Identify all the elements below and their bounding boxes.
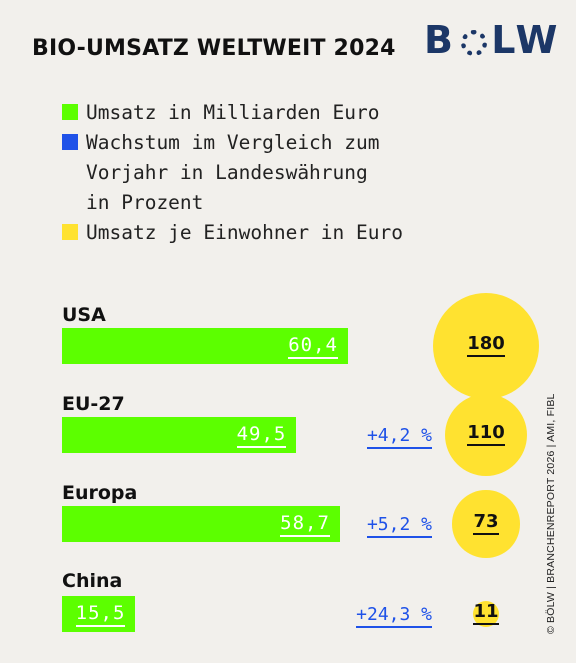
category-label-china: China bbox=[62, 570, 123, 592]
logo-letters-lw: LW bbox=[491, 18, 561, 62]
per-capita-circle-europa: 73 bbox=[452, 490, 520, 558]
per-capita-value-europa: 73 bbox=[473, 512, 499, 535]
revenue-bar-eu-27: 49,5 bbox=[62, 417, 297, 453]
per-capita-circle-china: 11 bbox=[472, 600, 500, 628]
growth-value-eu-27: +4,2 % bbox=[366, 425, 432, 449]
legend-label-per-capita: Umsatz je Einwohner in Euro bbox=[86, 221, 403, 244]
legend-label-revenue: Umsatz in Milliarden Euro bbox=[86, 101, 380, 124]
bolw-logo: BOLW bbox=[424, 18, 560, 62]
logo-star-ring-icon bbox=[460, 30, 487, 56]
legend-swatch-green bbox=[62, 104, 78, 120]
logo-letter-b: B bbox=[424, 18, 456, 62]
source-note: © BÖLW | BRANCHENREPORT 2026 | AMI, FIBL bbox=[545, 393, 557, 634]
growth-value-europa: +5,2 % bbox=[366, 514, 432, 538]
revenue-value-china: 15,5 bbox=[75, 602, 126, 627]
legend-item-revenue: Umsatz in Milliarden Euro bbox=[62, 98, 403, 128]
legend-item-growth: Wachstum im Vergleich zum Vorjahr in Lan… bbox=[62, 128, 403, 218]
revenue-value-europa: 58,7 bbox=[280, 512, 330, 537]
per-capita-value-china: 11 bbox=[473, 602, 499, 625]
legend-label-growth: Wachstum im Vergleich zum Vorjahr in Lan… bbox=[86, 131, 380, 214]
revenue-bar-china: 15,5 bbox=[62, 596, 136, 632]
chart-title: BIO-UMSATZ WELTWEIT 2024 bbox=[32, 36, 396, 61]
legend: Umsatz in Milliarden Euro Wachstum im Ve… bbox=[62, 98, 403, 248]
category-label-europa: Europa bbox=[62, 482, 138, 504]
category-label-usa: USA bbox=[62, 304, 106, 326]
revenue-value-usa: 60,4 bbox=[288, 334, 338, 359]
per-capita-circle-usa: 180 bbox=[433, 293, 539, 399]
revenue-bar-europa: 58,7 bbox=[62, 506, 340, 542]
per-capita-value-usa: 180 bbox=[467, 335, 505, 357]
per-capita-circle-eu-27: 110 bbox=[444, 393, 528, 477]
logo-letter-o: O bbox=[456, 18, 491, 62]
revenue-value-eu-27: 49,5 bbox=[236, 423, 287, 448]
per-capita-value-eu-27: 110 bbox=[467, 423, 505, 446]
legend-swatch-yellow bbox=[62, 224, 78, 240]
legend-item-per-capita: Umsatz je Einwohner in Euro bbox=[62, 218, 403, 248]
revenue-bar-usa: 60,4 bbox=[62, 328, 348, 364]
category-label-eu-27: EU-27 bbox=[62, 393, 125, 415]
legend-swatch-blue bbox=[62, 134, 78, 150]
growth-value-china: +24,3 % bbox=[356, 604, 432, 628]
